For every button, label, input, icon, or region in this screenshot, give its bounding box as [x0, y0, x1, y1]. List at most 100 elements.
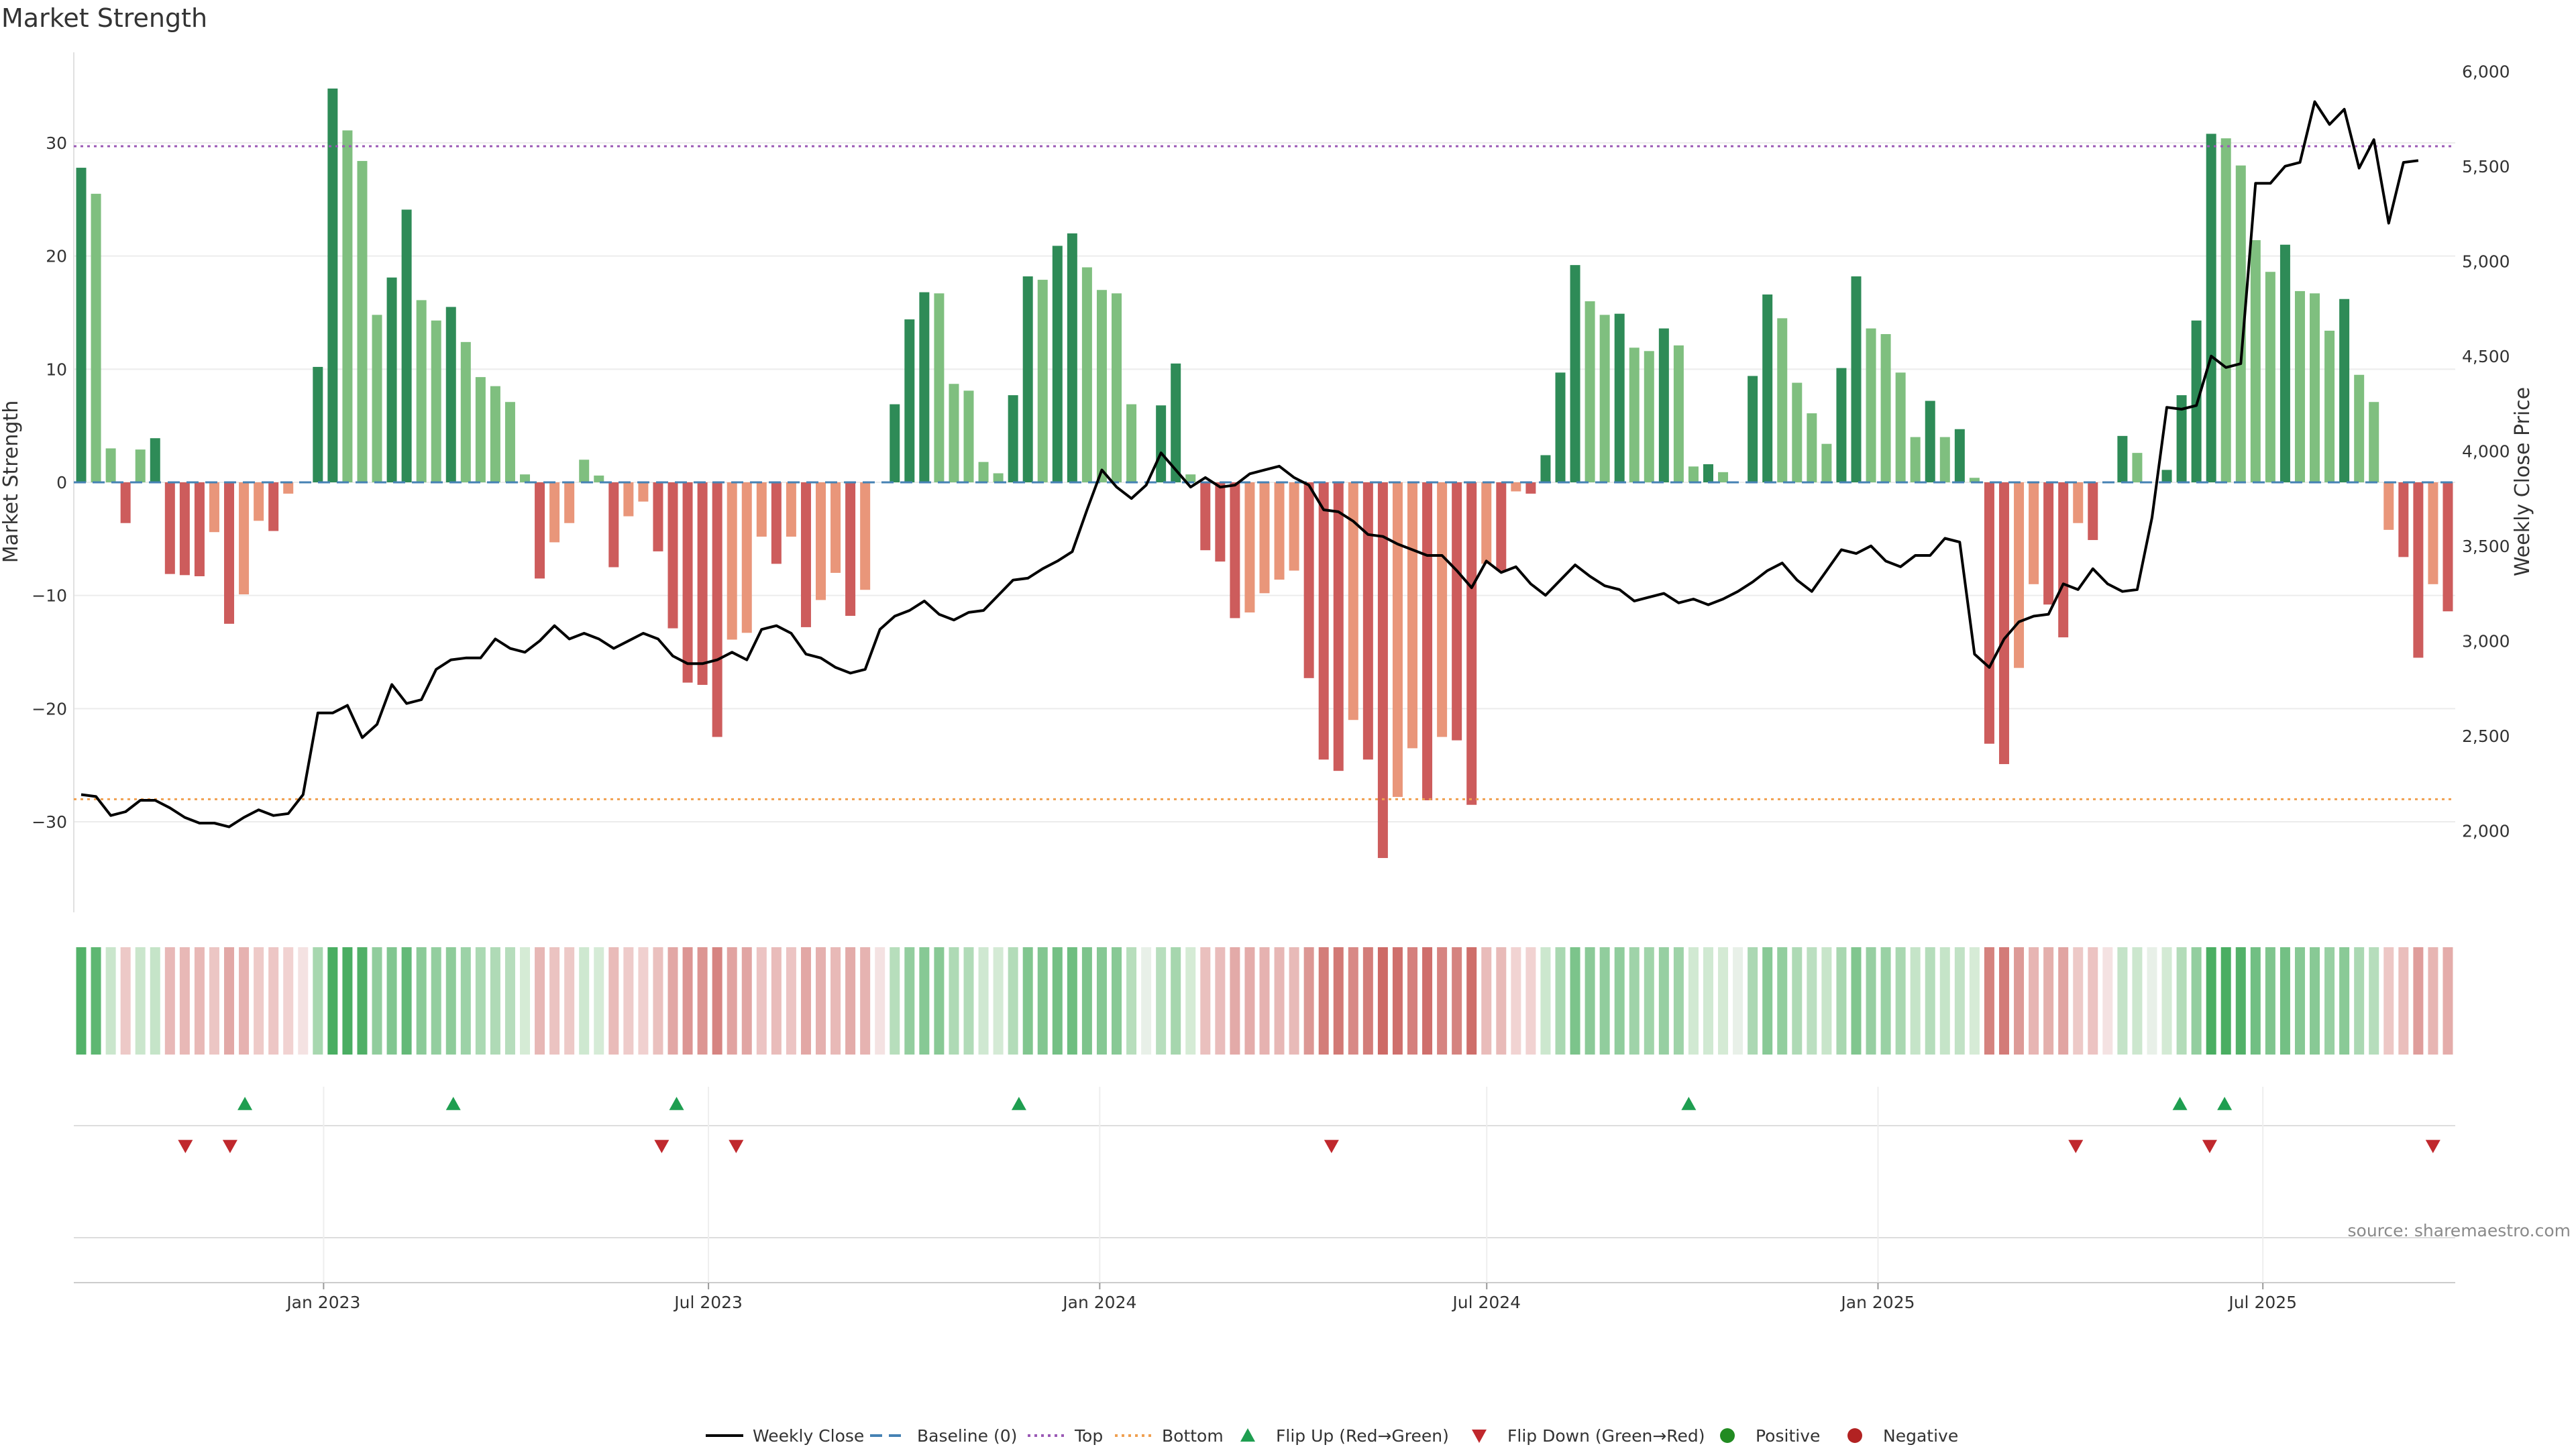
heat-cell	[1733, 947, 1743, 1055]
heat-cell	[1200, 947, 1211, 1055]
strength-bar	[135, 449, 146, 482]
strength-bar	[904, 319, 915, 482]
flip-down-marker	[2068, 1140, 2084, 1153]
strength-bar	[860, 482, 871, 590]
heat-cell	[1718, 947, 1729, 1055]
heat-cell	[1762, 947, 1773, 1055]
legend-label: Bottom	[1162, 1426, 1224, 1446]
heat-cell	[1821, 947, 1832, 1055]
strength-bar	[224, 482, 235, 624]
y2-tick-label: 5,000	[2462, 252, 2510, 271]
heat-cell	[1925, 947, 1935, 1055]
heat-cell	[1422, 947, 1433, 1055]
heat-cell	[2428, 947, 2438, 1055]
strength-bar	[327, 88, 338, 482]
heat-cell	[2161, 947, 2172, 1055]
strength-bar	[830, 482, 841, 573]
heat-cell	[416, 947, 427, 1055]
strength-bar	[2250, 240, 2261, 482]
strength-bar	[638, 482, 649, 502]
heat-cell	[135, 947, 146, 1055]
strength-bar	[919, 292, 930, 482]
y-tick-label: −20	[32, 699, 67, 718]
legend-swatch-flip-down	[1472, 1430, 1487, 1443]
heat-cell	[1629, 947, 1640, 1055]
heat-cell	[179, 947, 190, 1055]
strength-bar	[1185, 474, 1196, 482]
strength-bar	[1067, 233, 1077, 482]
heat-cell	[1658, 947, 1669, 1055]
heat-cell	[1555, 947, 1566, 1055]
flip-up-marker	[669, 1097, 684, 1110]
heat-cell	[1289, 947, 1299, 1055]
source-note: source: sharemaestro.com	[2348, 1221, 2571, 1240]
strength-bar	[1362, 482, 1373, 760]
heat-cell	[1022, 947, 1033, 1055]
heat-cell	[638, 947, 649, 1055]
strength-bar	[1688, 466, 1699, 482]
strength-bar	[1392, 482, 1403, 797]
legend-item: Top	[1028, 1426, 1103, 1446]
strength-bar	[76, 168, 87, 482]
heat-cell	[756, 947, 767, 1055]
heat-cell	[120, 947, 131, 1055]
strength-bar	[1555, 372, 1566, 482]
heat-cell	[504, 947, 515, 1055]
heat-cell	[2058, 947, 2069, 1055]
strength-bar	[1984, 482, 1994, 744]
heat-cell	[579, 947, 590, 1055]
strength-bar	[816, 482, 826, 600]
legend-item: Bottom	[1115, 1426, 1224, 1446]
strength-bar	[1910, 437, 1921, 482]
y-tick-label: 20	[46, 247, 67, 266]
heat-cell	[1748, 947, 1758, 1055]
strength-bar	[1644, 351, 1654, 482]
strength-bar	[1200, 482, 1211, 551]
heat-cell	[1274, 947, 1285, 1055]
heat-cell	[2014, 947, 2025, 1055]
strength-heat-strip	[76, 947, 2453, 1055]
strength-bar	[2073, 482, 2084, 523]
heat-cell	[2250, 947, 2261, 1055]
heat-cell	[1910, 947, 1921, 1055]
strength-bar	[1259, 482, 1270, 594]
strength-bar	[1052, 246, 1063, 482]
y2-tick-label: 3,500	[2462, 537, 2510, 556]
strength-bar	[1481, 482, 1492, 564]
strength-bar	[1673, 345, 1684, 482]
strength-bar	[2043, 482, 2054, 605]
strength-bar	[91, 193, 101, 482]
strength-bar	[2058, 482, 2069, 638]
strength-bar	[2383, 482, 2394, 530]
heat-cell	[786, 947, 796, 1055]
strength-bar	[372, 315, 382, 482]
strength-bar	[1511, 482, 1521, 492]
strength-bar	[1998, 482, 2009, 765]
strength-bar	[800, 482, 811, 627]
heat-cell	[1185, 947, 1196, 1055]
strength-bar	[2161, 470, 2172, 482]
strength-bar	[1274, 482, 1285, 580]
strength-bar	[2354, 374, 2365, 482]
heat-cell	[254, 947, 264, 1055]
strength-bar	[179, 482, 190, 576]
heat-cell	[224, 947, 235, 1055]
heat-cell	[623, 947, 634, 1055]
heat-cell	[490, 947, 500, 1055]
heat-cell	[431, 947, 441, 1055]
heat-cell	[1303, 947, 1314, 1055]
strength-bar	[520, 474, 531, 482]
heat-cell	[1156, 947, 1167, 1055]
strength-bar	[667, 482, 678, 629]
strength-bar	[460, 341, 471, 482]
heat-cell	[1851, 947, 1862, 1055]
strength-bar	[2294, 290, 2305, 482]
y2-tick-label: 4,000	[2462, 441, 2510, 461]
strength-bar	[386, 277, 397, 482]
heat-cell	[1362, 947, 1373, 1055]
legend-swatch-positive	[1720, 1428, 1735, 1443]
strength-bar	[1925, 400, 1935, 482]
strength-bar	[1525, 482, 1536, 494]
heat-cell	[1511, 947, 1521, 1055]
strength-bar	[771, 482, 782, 564]
